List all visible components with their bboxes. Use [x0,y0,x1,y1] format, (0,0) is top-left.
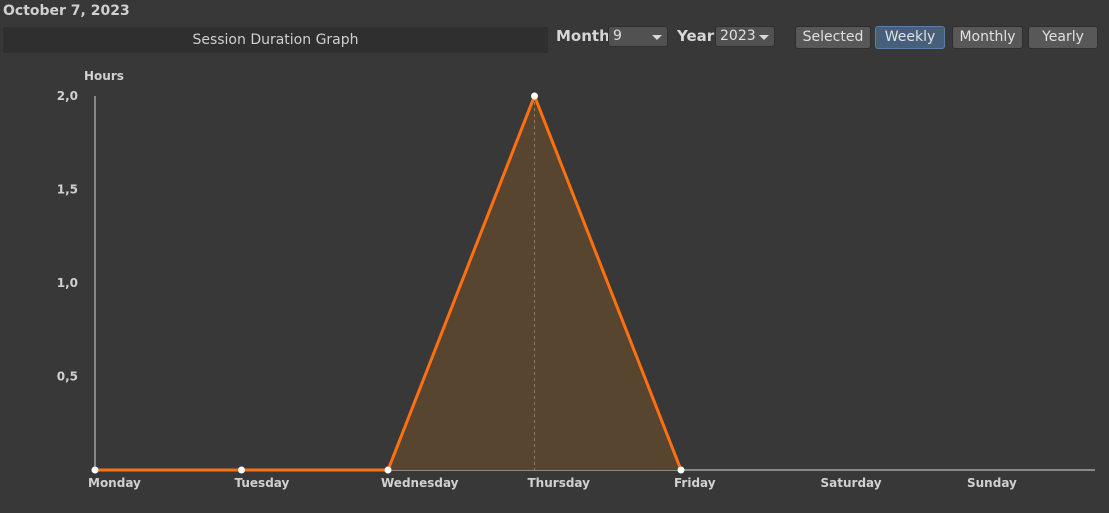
x-tick-label: Thursday [528,476,591,490]
y-tick-label: 2,0 [57,89,78,103]
x-tick-label: Saturday [821,476,882,490]
chevron-down-icon [652,35,662,40]
y-tick-label: 0,5 [57,370,78,384]
year-label: Year [677,27,715,45]
month-dropdown[interactable]: 9 [608,26,668,47]
chevron-down-icon [759,35,769,40]
data-point [677,466,685,474]
x-tick-label: Wednesday [381,476,459,490]
data-point [238,466,245,474]
graph-title: Session Duration Graph [3,27,548,53]
x-tick-label: Monday [88,476,141,490]
weekly-button[interactable]: Weekly [875,26,945,49]
selected-button[interactable]: Selected [795,26,871,49]
y-tick-label: 1,5 [57,183,78,197]
data-point [91,466,99,474]
monthly-button[interactable]: Monthly [952,26,1023,49]
y-tick-label: 1,0 [57,276,78,290]
area-fill [95,96,681,470]
month-value: 9 [613,28,622,44]
year-value: 2023 [720,28,756,44]
year-dropdown[interactable]: 2023 [715,26,775,47]
data-point [531,92,538,100]
data-point [384,466,392,474]
x-tick-label: Tuesday [235,476,290,490]
x-tick-label: Sunday [967,476,1017,490]
y-axis-label: Hours [84,69,124,83]
month-label: Month [556,27,610,45]
yearly-button[interactable]: Yearly [1028,26,1098,49]
current-date: October 7, 2023 [3,3,130,19]
x-tick-label: Friday [674,476,716,490]
